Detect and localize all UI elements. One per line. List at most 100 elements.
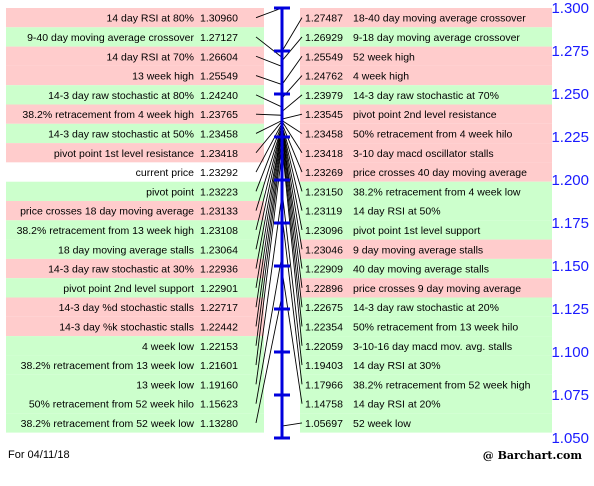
right-row-bg	[300, 316, 552, 337]
right-connector	[281, 133, 303, 308]
right-row-label: pivot point 1st level support	[353, 225, 480, 237]
right-row-bg	[300, 201, 552, 221]
left-row-label: 38.2% retracement from 4 week high	[22, 109, 194, 121]
left-connector	[255, 137, 283, 327]
left-row-bg	[6, 355, 264, 375]
left-row-bg	[6, 8, 264, 28]
left-row-bg	[6, 46, 264, 66]
right-row-label: 14 day RSI at 20%	[353, 399, 441, 411]
left-row-label: 38.2% retracement from 52 week low	[21, 418, 195, 430]
left-row-value: 1.23418	[200, 148, 238, 160]
left-row-bg	[6, 181, 264, 201]
right-row-bg	[300, 104, 552, 124]
right-row-bg	[300, 123, 552, 144]
right-row-label: 4 week high	[353, 71, 409, 83]
left-row-value: 1.23133	[200, 206, 238, 218]
left-row-bg	[6, 123, 264, 144]
left-row-label: pivot point 2nd level support	[63, 283, 194, 295]
right-row-value: 1.22675	[305, 302, 343, 314]
left-row-bg	[6, 239, 264, 259]
left-row-value: 1.13280	[200, 418, 238, 430]
left-row-bg	[6, 374, 264, 394]
right-connector	[281, 94, 303, 112]
footer-date: For 04/11/18	[8, 449, 70, 461]
left-row-label: price crosses 18 day moving average	[20, 206, 194, 218]
right-connector	[281, 17, 303, 52]
right-row-bg	[300, 162, 552, 182]
left-row-bg	[6, 104, 264, 124]
left-row-value: 1.22442	[200, 321, 238, 333]
axis-tick-labels: 1.300 1.275 1.250 1.225 1.200 1.175 1.150 1.125…	[551, 0, 589, 447]
right-row-value: 1.23545	[305, 109, 343, 121]
right-row-value: 1.23418	[305, 148, 343, 160]
axis-tick-label: 1.100	[551, 344, 589, 361]
right-row-bg	[300, 258, 552, 279]
right-row-value: 1.22354	[305, 321, 343, 333]
left-connector	[255, 126, 283, 231]
left-connector	[255, 120, 283, 134]
left-row-value: 1.21601	[200, 360, 238, 372]
right-row-value: 1.24762	[305, 71, 343, 83]
right-row-label: price crosses 40 day moving average	[353, 167, 527, 179]
left-row-value: 1.23064	[200, 244, 238, 256]
right-row-bg	[300, 413, 552, 433]
left-row-label: 38.2% retracement from 13 week low	[21, 360, 195, 372]
left-row-bg	[6, 143, 264, 163]
left-row-label: 14-3 day %d stochastic stalls	[59, 302, 194, 314]
left-row-bg	[6, 258, 264, 279]
left-row-label: pivot point	[146, 186, 194, 198]
left-row-value: 1.19160	[200, 379, 238, 391]
left-connector	[255, 142, 283, 346]
right-row-value: 1.19403	[305, 360, 343, 372]
left-row-value: 1.22153	[200, 341, 238, 353]
right-connector	[281, 190, 303, 366]
row-labels: 14 day RSI at 80% 1.30960 9-40 day moving …	[17, 13, 531, 430]
right-row-bg	[300, 220, 552, 240]
right-row-label: 52 week high	[353, 51, 415, 63]
right-row-bg	[300, 65, 552, 86]
right-row-value: 1.25549	[305, 51, 343, 63]
right-row-bg	[300, 374, 552, 394]
right-row-value: 1.27487	[305, 13, 343, 25]
right-row-label: 3-10 day macd oscillator stalls	[353, 148, 494, 160]
right-connector	[281, 113, 303, 120]
right-row-value: 1.22909	[305, 264, 343, 276]
axis-tick-label: 1.275	[551, 43, 589, 60]
right-row-label: 38.2% retracement from 4 week low	[353, 186, 521, 198]
axis-tick-label: 1.200	[551, 172, 589, 189]
right-row-label: 3-10-16 day macd mov. avg. stalls	[353, 341, 512, 353]
left-row-value: 1.22936	[200, 264, 238, 276]
right-row-label: 9-18 day moving average crossover	[353, 32, 520, 44]
right-connector	[281, 123, 303, 173]
right-row-value: 1.17966	[305, 379, 343, 391]
right-row-label: 14 day RSI at 30%	[353, 360, 441, 372]
right-connector	[281, 270, 303, 404]
right-connector	[281, 130, 303, 288]
left-connector	[255, 127, 283, 250]
left-row-label: 14-3 day raw stochastic at 30%	[48, 264, 194, 276]
left-row-value: 1.23108	[200, 225, 238, 237]
right-row-bg	[300, 46, 552, 66]
axis-tick-label: 1.125	[551, 301, 589, 318]
right-row-label: price crosses 9 day moving average	[353, 283, 521, 295]
axis-tick-label: 1.225	[551, 129, 589, 146]
right-row-bg	[300, 85, 552, 105]
left-row-label: current price	[136, 167, 195, 179]
right-row-label: 40 day moving average stalls	[353, 264, 489, 276]
left-row-label: 14-3 day raw stochastic at 80%	[48, 90, 194, 102]
right-connector	[281, 422, 303, 427]
left-connector	[255, 295, 283, 424]
left-row-bg	[6, 336, 264, 356]
left-connector	[255, 123, 283, 173]
left-row-label: 9-40 day moving average crossover	[27, 32, 194, 44]
right-row-label: 18-40 day moving average crossover	[353, 13, 526, 25]
right-row-bg	[300, 8, 552, 28]
right-row-value: 1.26929	[305, 32, 343, 44]
left-connector	[255, 194, 283, 385]
left-row-label: 14-3 day %k stochastic stalls	[59, 321, 194, 333]
footer-credit: @ Barchart.com	[482, 449, 582, 462]
left-connector	[255, 152, 283, 366]
right-row-value: 1.23150	[305, 186, 343, 198]
left-connector	[255, 133, 283, 308]
left-connector	[255, 55, 283, 67]
